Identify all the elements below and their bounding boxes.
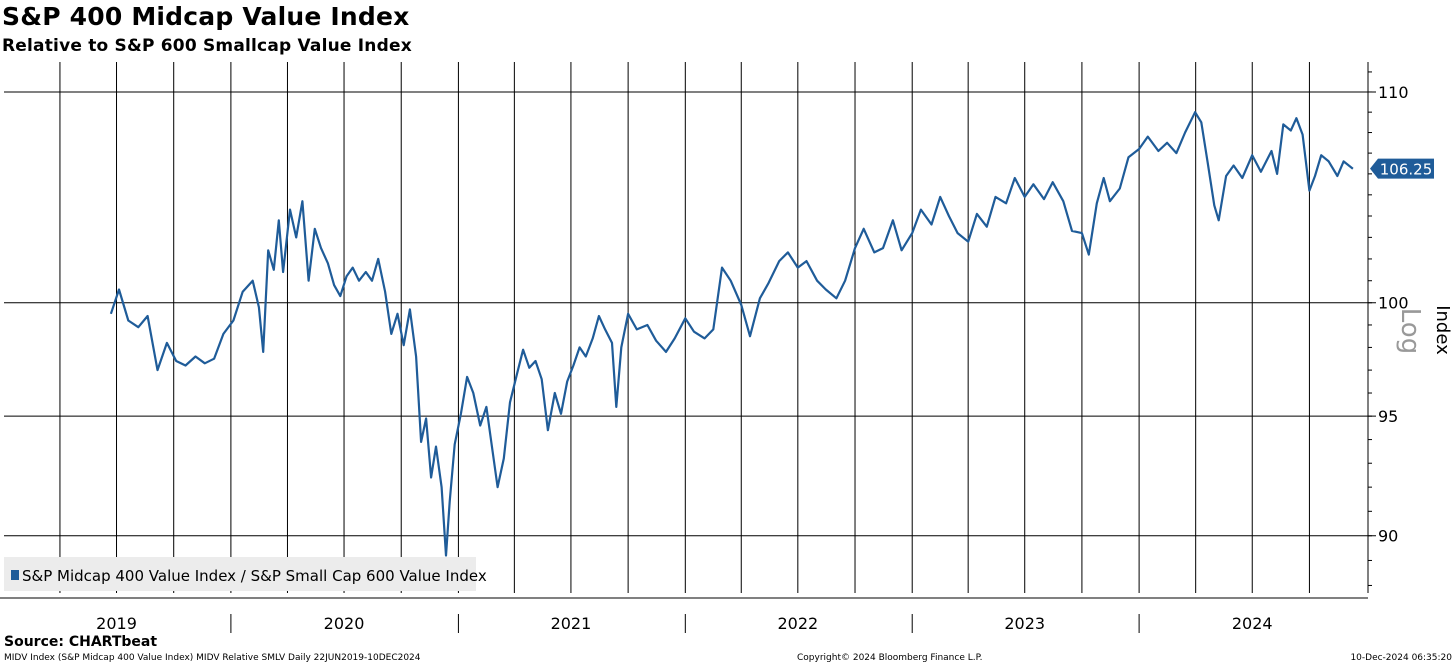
y-tick-label: 100: [1378, 294, 1409, 313]
legend-box: [4, 557, 476, 591]
footer-ticker-description: MIDV Index (S&P Midcap 400 Value Index) …: [4, 653, 421, 663]
last-value-badge: [1370, 158, 1434, 179]
x-tick-label: 2022: [777, 614, 818, 633]
x-tick-label: 2019: [96, 614, 137, 633]
chart-title: S&P 400 Midcap Value Index: [2, 2, 410, 31]
y-tick-label: 110: [1378, 83, 1409, 102]
chart-subtitle: Relative to S&P 600 Smallcap Value Index: [2, 36, 412, 56]
legend-swatch: [11, 570, 19, 580]
footer-timestamp: 10-Dec-2024 06:35:20: [1350, 653, 1452, 663]
x-tick-label: 2020: [324, 614, 365, 633]
x-tick-label: 2023: [1004, 614, 1045, 633]
source-text: Source: CHARTbeat: [4, 634, 158, 650]
footer-copyright: Copyright© 2024 Bloomberg Finance L.P.: [797, 653, 983, 663]
last-value-label: 106.25: [1380, 161, 1433, 179]
x-tick-label: 2021: [551, 614, 592, 633]
x-tick-label: 2024: [1232, 614, 1273, 633]
y-axis-label: Index: [1432, 305, 1453, 355]
y-tick-label: 90: [1378, 527, 1398, 546]
series-line: [109, 111, 1354, 557]
legend-label: S&P Midcap 400 Value Index / S&P Small C…: [22, 567, 487, 585]
log-scale-label: Log: [1395, 308, 1425, 354]
y-tick-label: 95: [1378, 407, 1398, 426]
